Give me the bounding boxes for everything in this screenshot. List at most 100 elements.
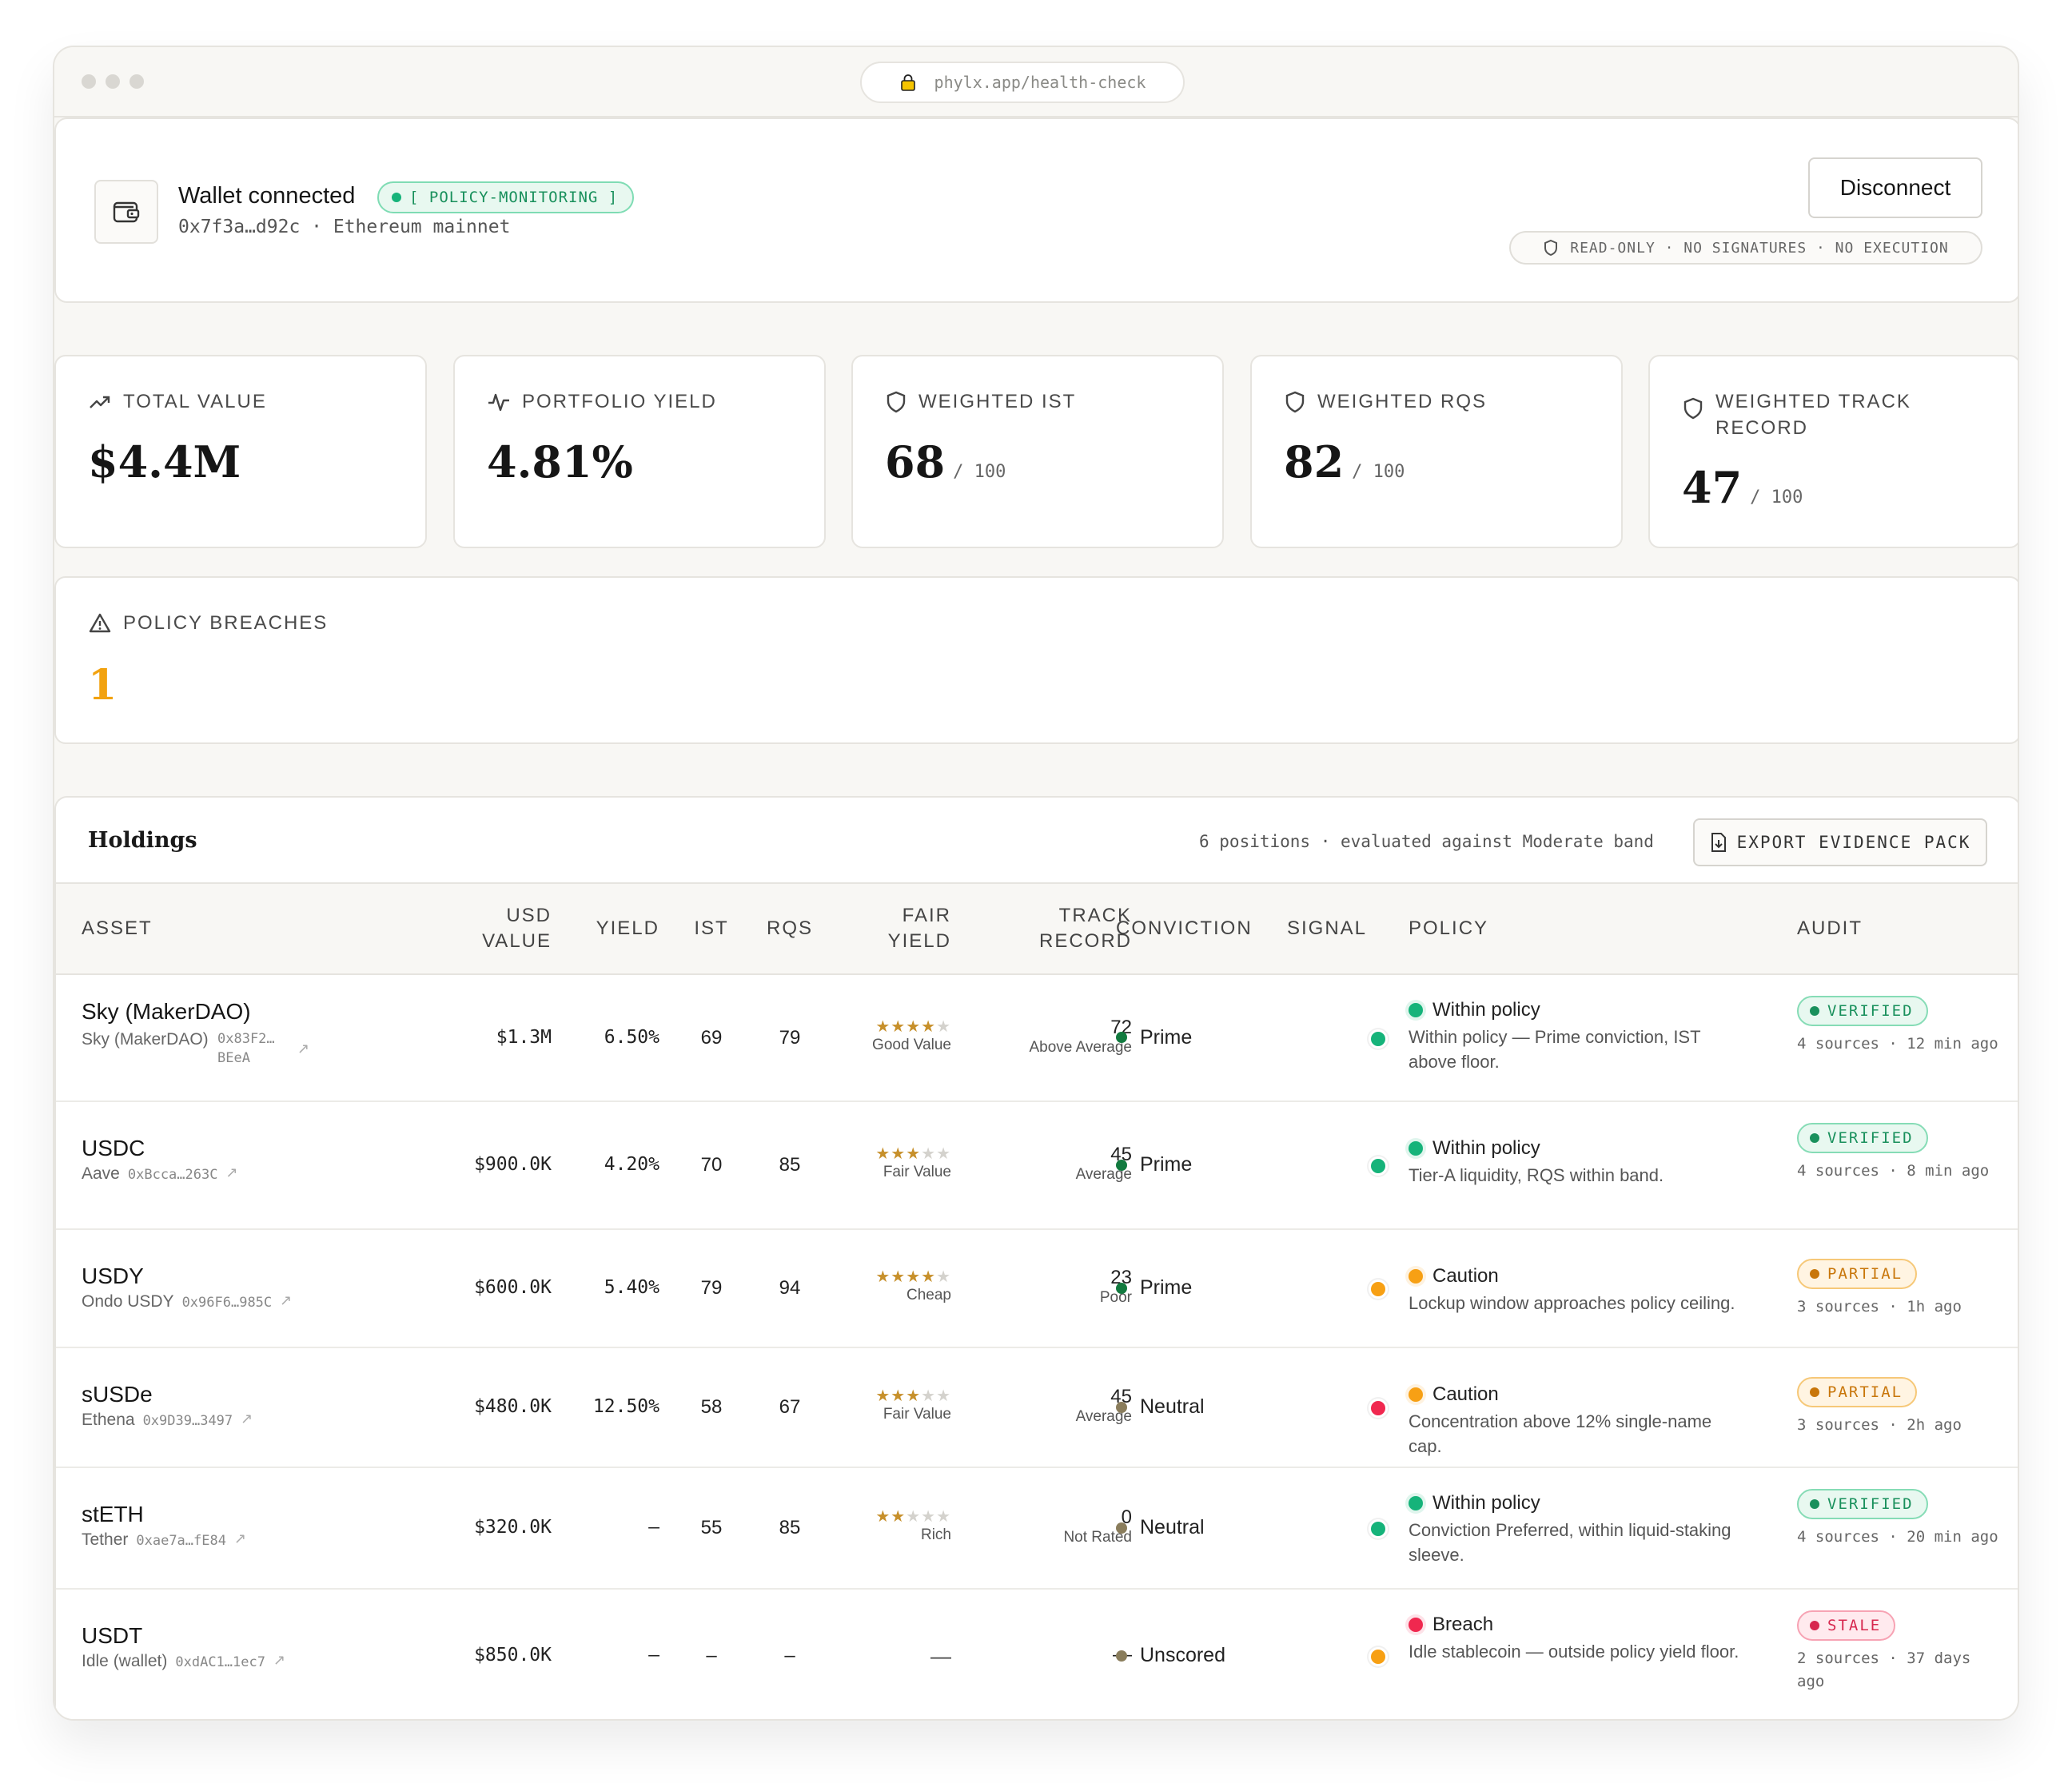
audit-status-badge[interactable]: VERIFIED xyxy=(1797,1489,1928,1519)
stat-label: WEIGHTED TRACK RECORD xyxy=(1715,391,1911,439)
wallet-title: Wallet connected xyxy=(178,183,356,209)
signal-indicator-icon[interactable] xyxy=(1369,1156,1388,1176)
export-evidence-pack-button[interactable]: EXPORT EVIDENCE PACK xyxy=(1693,818,1987,866)
window-dot[interactable] xyxy=(106,74,120,89)
window-dot[interactable] xyxy=(130,74,144,89)
contract-address[interactable]: 0xdAC1…1ec7 xyxy=(175,1654,265,1670)
address-bar[interactable]: phylx.app/health-check xyxy=(860,62,1185,103)
stat-value: 82 xyxy=(1284,436,1345,488)
column-header[interactable]: CONVICTION xyxy=(1116,917,1253,939)
conviction-label: Prime xyxy=(1140,1025,1193,1049)
asset-name[interactable]: Sky (MakerDAO) xyxy=(82,999,251,1024)
policy-status: Caution xyxy=(1432,1383,1499,1405)
asset-name[interactable]: sUSDe xyxy=(82,1382,153,1407)
audit-status-label: PARTIAL xyxy=(1827,1383,1903,1401)
column-header[interactable]: POLICY xyxy=(1409,917,1489,939)
asset-name[interactable]: stETH xyxy=(82,1502,144,1526)
asset-issuer: Ethena xyxy=(82,1411,135,1429)
track-record-cell: 23 Poor xyxy=(967,1267,1132,1307)
rating-stars-icon: ★★★★★ xyxy=(875,1017,951,1036)
signal-indicator-icon[interactable] xyxy=(1369,1280,1388,1299)
audit-cell: STALE 2 sources · 37 days ago xyxy=(1797,1610,2005,1693)
table-row[interactable]: sUSDe Ethena 0x9D39…3497 ↗ $480.0K 12.50% 58 67… xyxy=(56,1348,2018,1468)
asset-name[interactable]: USDC xyxy=(82,1136,145,1160)
column-header[interactable]: FAIR YIELD xyxy=(823,903,951,954)
stat-card-portfolio-yield: PORTFOLIO YIELD 4.81% xyxy=(453,355,826,548)
contract-address[interactable]: 0xBcca…263C xyxy=(127,1167,218,1183)
contract-address[interactable]: 0xae7a…fE84 xyxy=(136,1533,226,1549)
column-header[interactable]: YIELD xyxy=(596,917,659,939)
asset-name[interactable]: USDY xyxy=(82,1264,144,1288)
ist-value: – xyxy=(706,1645,717,1666)
audit-status-badge[interactable]: STALE xyxy=(1797,1610,1896,1641)
column-header[interactable]: TRACK RECORD xyxy=(983,903,1132,954)
contract-address[interactable]: 0x9D39…3497 xyxy=(142,1413,233,1429)
column-header[interactable]: IST xyxy=(694,917,729,939)
table-row[interactable]: USDT Idle (wallet) 0xdAC1…1ec7 ↗ $850.0K – – – —… xyxy=(56,1590,2018,1719)
stat-label: TOTAL VALUE xyxy=(123,391,267,412)
holdings-panel: Holdings 6 positions · evaluated against… xyxy=(54,796,2018,1719)
external-link-icon[interactable]: ↗ xyxy=(273,1652,286,1668)
policy-status: Breach xyxy=(1432,1614,1494,1635)
table-row[interactable]: USDY Ondo USDY 0x96F6…985C ↗ $600.0K 5.40% 79 9… xyxy=(56,1230,2018,1348)
table-row[interactable]: Sky (MakerDAO) Sky (MakerDAO) 0x83F2…BEeA ↗… xyxy=(56,975,2018,1102)
audit-status-badge[interactable]: VERIFIED xyxy=(1797,996,1928,1026)
track-record-label: Poor xyxy=(1099,1289,1132,1306)
column-header[interactable]: USD VALUE xyxy=(408,903,552,954)
fair-yield-cell: ★★★★★ Cheap xyxy=(807,1267,951,1304)
track-record-value: 45 xyxy=(1110,1144,1132,1165)
policy-status-dot-icon xyxy=(1409,1141,1423,1156)
table-row[interactable]: USDC Aave 0xBcca…263C ↗ $900.0K 4.20% 70 85 ★★★★… xyxy=(56,1102,2018,1230)
contract-address[interactable]: 0x96F6…985C xyxy=(181,1295,273,1311)
policy-cell: Within policy Tier-A liquidity, RQS withi… xyxy=(1409,1137,1760,1188)
external-link-icon[interactable]: ↗ xyxy=(241,1411,253,1427)
external-link-icon[interactable]: ↗ xyxy=(297,1041,310,1057)
asset-name[interactable]: USDT xyxy=(82,1623,143,1648)
conviction-dot-icon xyxy=(1116,1282,1127,1294)
external-link-icon[interactable]: ↗ xyxy=(233,1530,247,1546)
audit-status-badge[interactable]: VERIFIED xyxy=(1797,1123,1928,1153)
audit-status-badge[interactable]: PARTIAL xyxy=(1797,1259,1918,1289)
rqs-value: 67 xyxy=(779,1396,801,1418)
column-header-line: USD xyxy=(506,905,552,926)
column-header[interactable]: SIGNAL xyxy=(1287,917,1368,939)
stat-card-weighted-rqs: WEIGHTED RQS 82 / 100 xyxy=(1250,355,1623,548)
contract-address[interactable]: 0x83F2…BEeA xyxy=(217,1031,275,1066)
track-record-cell: 45 Average xyxy=(967,1386,1132,1426)
shield-icon xyxy=(1285,391,1305,413)
column-header-line: VALUE xyxy=(482,930,552,952)
holdings-meta: 6 positions · evaluated against Moderate… xyxy=(1199,832,1654,851)
conviction-dot-icon xyxy=(1116,1522,1127,1534)
usd-value: $850.0K xyxy=(474,1645,552,1666)
window-dot[interactable] xyxy=(82,74,96,89)
policy-status-dot-icon xyxy=(1409,1387,1423,1402)
external-link-icon[interactable]: ↗ xyxy=(225,1164,238,1180)
policy-description: Tier-A liquidity, RQS within band. xyxy=(1409,1165,1664,1185)
status-dot-icon xyxy=(392,193,401,202)
fair-yield-cell: ★★★★★ Fair Value xyxy=(807,1144,951,1181)
audit-meta: 3 sources · 2h ago xyxy=(1797,1416,1962,1434)
column-header[interactable]: RQS xyxy=(766,917,813,939)
policy-status-dot-icon xyxy=(1409,1618,1423,1632)
track-record-cell: 72 Above Average xyxy=(967,1017,1132,1057)
signal-indicator-icon[interactable] xyxy=(1369,1519,1388,1538)
conviction-label: Neutral xyxy=(1140,1395,1205,1418)
usd-value: $320.0K xyxy=(474,1517,552,1538)
rqs-value: 79 xyxy=(779,1026,801,1049)
column-header[interactable]: AUDIT xyxy=(1797,917,1863,939)
signal-indicator-icon[interactable] xyxy=(1369,1029,1388,1049)
audit-status-badge[interactable]: PARTIAL xyxy=(1797,1377,1918,1407)
asset-issuer: Ondo USDY xyxy=(82,1292,174,1311)
breach-count: 1 xyxy=(88,661,118,710)
asset-issuer: Sky (MakerDAO) xyxy=(82,1030,209,1049)
external-link-icon[interactable]: ↗ xyxy=(280,1292,293,1308)
table-row[interactable]: stETH Tether 0xae7a…fE84 ↗ $320.0K – 55 85 ★★★★★… xyxy=(56,1468,2018,1590)
signal-indicator-icon[interactable] xyxy=(1369,1399,1388,1418)
column-header[interactable]: ASSET xyxy=(82,917,153,939)
policy-status-dot-icon xyxy=(1409,1496,1423,1510)
fair-yield-cell: ★★★★★ Good Value xyxy=(807,1017,951,1054)
policy-status: Within policy xyxy=(1432,999,1540,1021)
disconnect-button[interactable]: Disconnect xyxy=(1808,157,1982,218)
signal-indicator-icon[interactable] xyxy=(1369,1647,1388,1666)
ist-value: 58 xyxy=(700,1396,723,1418)
